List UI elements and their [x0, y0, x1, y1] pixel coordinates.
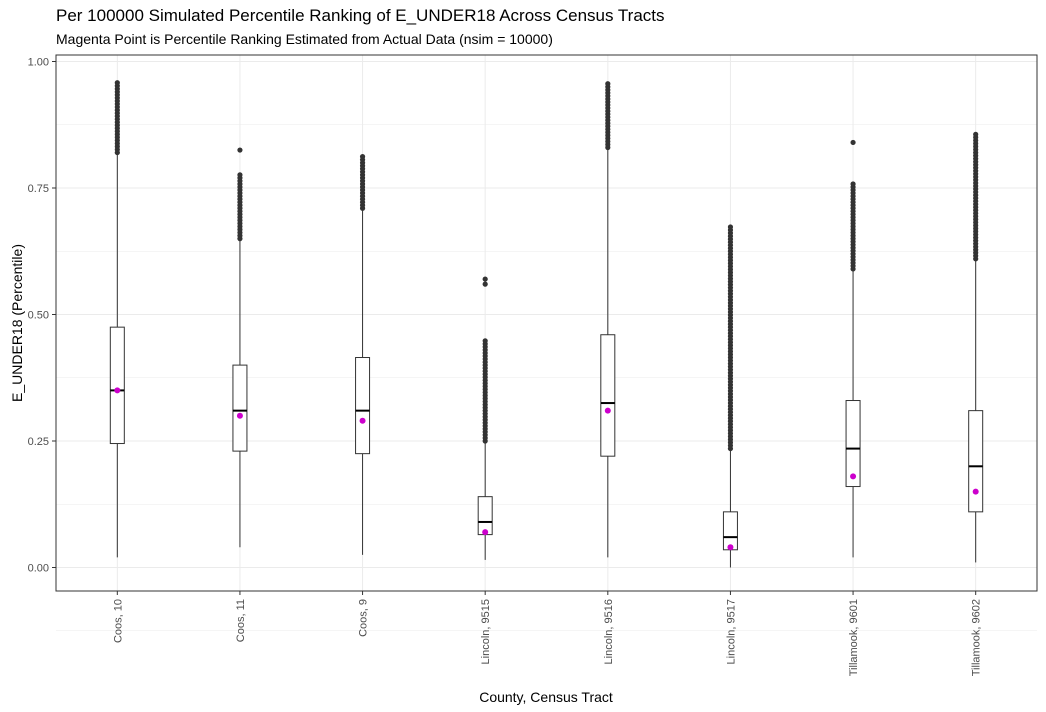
chart-title: Per 100000 Simulated Percentile Ranking … — [56, 6, 665, 25]
actual-estimate-point — [482, 529, 489, 536]
plot-panel — [55, 54, 1038, 592]
axes: 0.00 0.25 0.50 0.75 1.00 Coos, 10 Coos, 11 Coos… — [28, 57, 983, 677]
y-tick-label: 0.25 — [28, 436, 49, 448]
box-1 — [232, 147, 248, 548]
x-tick-label: Tillamook, 9602 — [971, 599, 983, 676]
actual-estimate-point — [850, 473, 857, 480]
box-2 — [355, 154, 371, 555]
outlier-point — [482, 276, 488, 282]
outlier-point — [973, 131, 979, 137]
outlier-point — [482, 281, 488, 287]
outlier-point — [359, 154, 366, 160]
x-tick-label: Coos, 9 — [358, 599, 370, 637]
iqr-box — [845, 400, 861, 488]
x-tick-label: Lincoln, 9516 — [603, 599, 615, 664]
y-axis-title: E_UNDER18 (Percentile) — [9, 244, 25, 402]
iqr-box — [109, 326, 125, 445]
outlier-point — [237, 147, 243, 153]
y-tick-label: 0.00 — [28, 563, 49, 575]
outlier-point — [482, 338, 488, 344]
box-5 — [722, 224, 738, 568]
x-tick-label: Coos, 10 — [112, 599, 124, 643]
outlier-point — [727, 224, 734, 230]
outliers — [114, 80, 120, 156]
iqr-box — [477, 496, 493, 536]
outliers — [727, 224, 734, 452]
outliers — [850, 139, 856, 272]
outlier-point — [605, 81, 611, 87]
actual-estimate-point — [114, 387, 121, 394]
iqr-box — [968, 410, 984, 513]
outliers — [482, 276, 488, 444]
y-tick-label: 1.00 — [28, 57, 49, 69]
actual-estimate-point — [727, 544, 734, 551]
x-axis-title: County, Census Tract — [479, 689, 613, 705]
outlier-point — [850, 181, 856, 187]
iqr-box — [600, 334, 616, 457]
chart-subtitle: Magenta Point is Percentile Ranking Esti… — [56, 31, 553, 47]
x-tick-label: Lincoln, 9515 — [480, 599, 492, 664]
outlier-point — [114, 80, 120, 86]
box-3 — [477, 276, 493, 560]
box-6 — [845, 139, 861, 558]
y-tick-label: 0.75 — [28, 183, 49, 195]
actual-estimate-point — [236, 412, 243, 419]
box-4 — [600, 81, 616, 558]
x-tick-label: Coos, 11 — [235, 599, 247, 642]
x-tick-label: Tillamook, 9601 — [848, 599, 860, 676]
boxes — [109, 80, 984, 568]
outliers — [359, 154, 366, 211]
actual-estimate-point — [972, 488, 979, 495]
iqr-box — [232, 364, 248, 452]
y-tick-label: 0.50 — [28, 310, 49, 322]
box-0 — [109, 80, 125, 558]
outliers — [605, 81, 611, 151]
actual-estimate-point — [359, 417, 366, 424]
grid — [56, 55, 1037, 632]
outlier-point — [237, 172, 243, 178]
iqr-box — [722, 511, 738, 551]
x-tick-label: Lincoln, 9517 — [725, 599, 737, 664]
iqr-box — [355, 357, 371, 455]
outlier-point — [850, 139, 856, 146]
actual-estimate-point — [604, 407, 611, 414]
box-7 — [968, 131, 984, 563]
outliers — [973, 131, 979, 262]
outliers — [237, 147, 243, 242]
